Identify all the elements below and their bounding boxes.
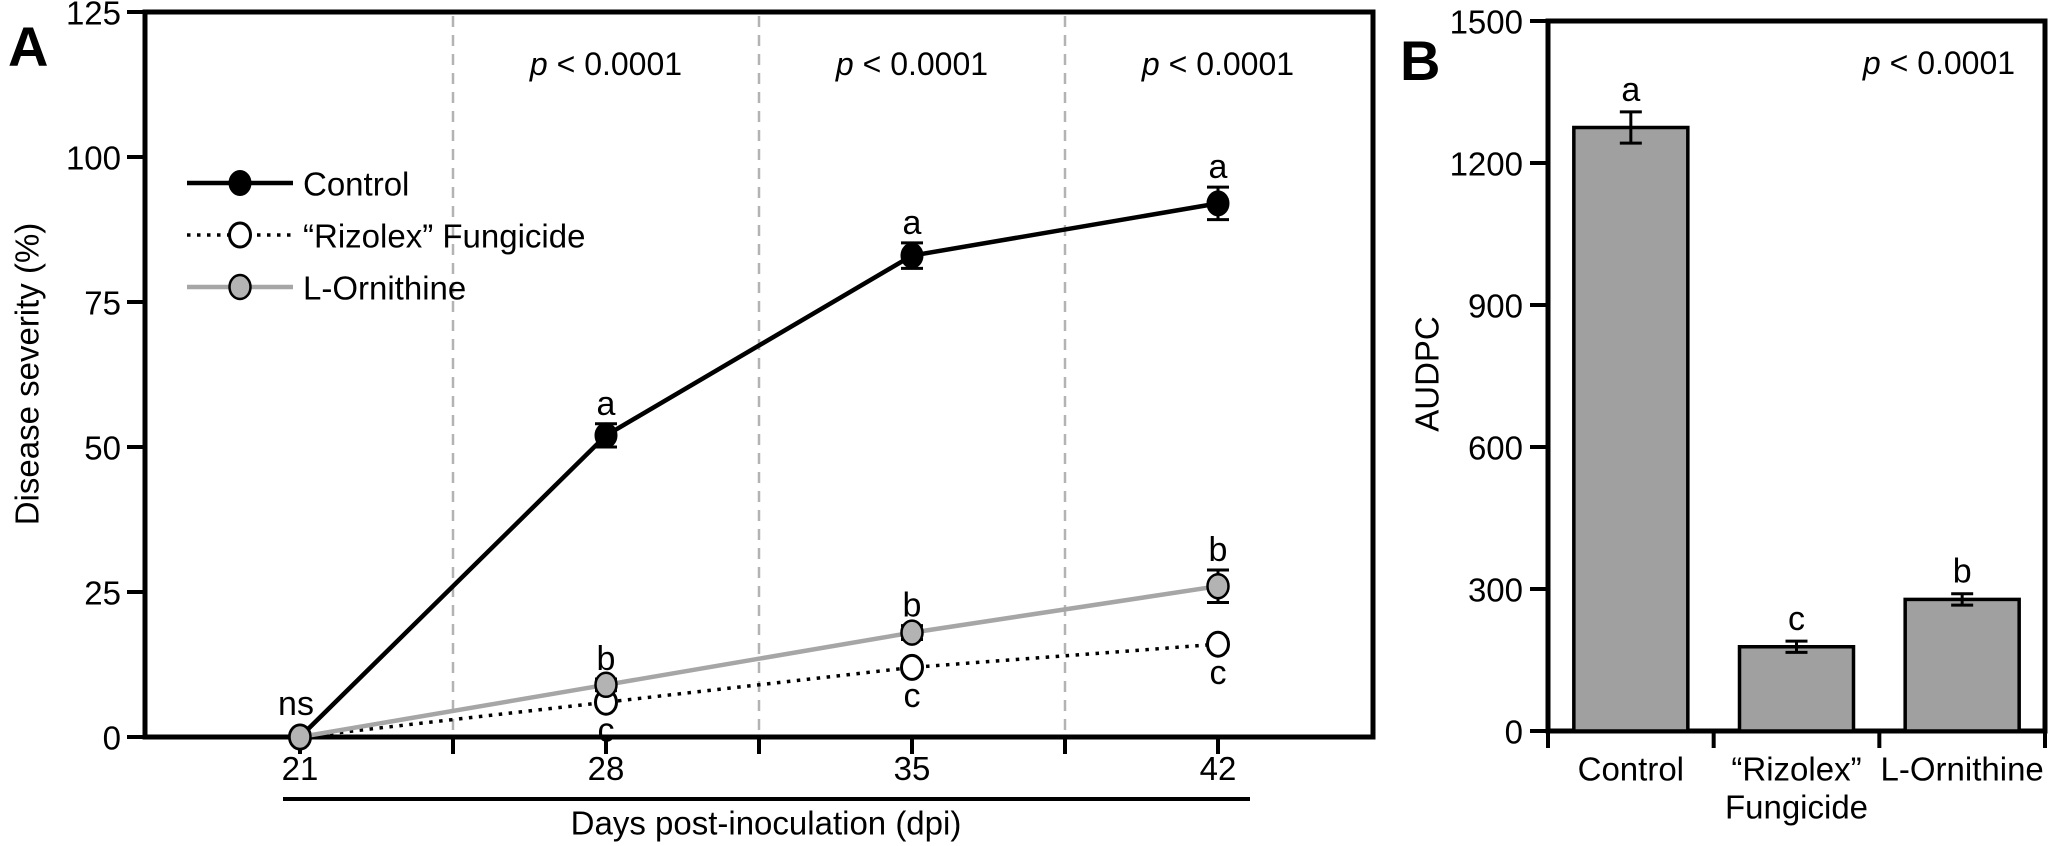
significance-letter: b (1953, 553, 1972, 591)
significance-letter: c (1788, 600, 1805, 638)
significance-letter: c (1209, 654, 1226, 692)
y-axis-title: Disease severity (%) (9, 223, 46, 526)
panel-label-b: B (1400, 29, 1440, 92)
y-tick-label: 300 (1468, 572, 1523, 609)
panel-a-line-chart: 0 25 50 75 100 125 21 28 35 42 Control “Rizolex” Fu… (8, 0, 1376, 842)
data-point-marker (594, 422, 618, 449)
significance-letter: b (597, 640, 616, 678)
category-label: Fungicide (1725, 789, 1868, 826)
category-label: L-Ornithine (1881, 751, 2044, 788)
legend-label: L-Ornithine (303, 270, 466, 307)
x-tick-label: 28 (588, 750, 625, 787)
legend-marker (228, 273, 252, 301)
x-tick-label: 35 (894, 750, 931, 787)
bar-rizolex-fungicide (1737, 644, 1856, 733)
significance-letter: c (903, 677, 920, 715)
y-tick-label: 75 (84, 285, 121, 322)
y-tick-label: 900 (1468, 288, 1523, 325)
p-value-label: p < 0.0001 (1862, 45, 2015, 81)
legend-label: Control (303, 166, 409, 203)
data-point-marker (1205, 630, 1230, 658)
x-axis-title: Days post-inoculation (dpi) (571, 805, 962, 842)
significance-letter: a (1621, 71, 1640, 109)
data-point-marker (1206, 572, 1230, 600)
significance-letter: b (903, 587, 922, 625)
significance-letter: a (597, 385, 616, 423)
p-value-label: p < 0.0001 (835, 46, 988, 82)
bar-l-ornithine (1903, 597, 2021, 733)
x-tick-label: 21 (282, 750, 319, 787)
y-tick-label: 0 (1505, 714, 1523, 751)
y-tick-label: 0 (103, 720, 121, 757)
legend-label: “Rizolex” Fungicide (303, 218, 585, 255)
data-point-marker (900, 619, 924, 646)
ns-label: ns (278, 685, 314, 723)
y-tick-label: 1500 (1450, 4, 1523, 41)
data-point-marker (900, 242, 924, 269)
y-tick-label: 600 (1468, 430, 1523, 467)
y-tick-label: 125 (66, 0, 121, 32)
category-label: Control (1578, 751, 1684, 788)
y-axis-title: AUDPC (1409, 316, 1446, 432)
series-line (298, 201, 1219, 739)
category-label: “Rizolex” (1731, 751, 1861, 788)
y-tick-label: 100 (66, 140, 121, 177)
p-value-label: p < 0.0001 (529, 46, 682, 82)
significance-letter: a (1209, 148, 1228, 186)
data-point-marker (594, 671, 618, 699)
y-tick-label: 1200 (1450, 146, 1523, 183)
series-line (299, 642, 1219, 739)
significance-letter: c (597, 711, 614, 749)
data-point-marker (1206, 190, 1230, 217)
panel-label-a: A (8, 15, 48, 78)
series-line (299, 583, 1219, 740)
panel-b-bar-chart: 0 300 600 900 1200 1500 a Control c “Rizolex”Fung… (1400, 4, 2048, 826)
data-point-marker (899, 653, 924, 681)
significance-letter: a (903, 204, 922, 242)
bar-control (1572, 125, 1690, 733)
legend-marker (228, 170, 252, 196)
y-tick-label: 25 (84, 575, 121, 612)
p-value-label: p < 0.0001 (1141, 46, 1294, 82)
legend-marker (228, 221, 252, 249)
series-l-ornithine: b b b (288, 531, 1230, 751)
data-point-marker (288, 723, 312, 751)
y-tick-label: 50 (84, 430, 121, 467)
significance-letter: b (1209, 531, 1228, 569)
x-tick-label: 42 (1200, 750, 1237, 787)
